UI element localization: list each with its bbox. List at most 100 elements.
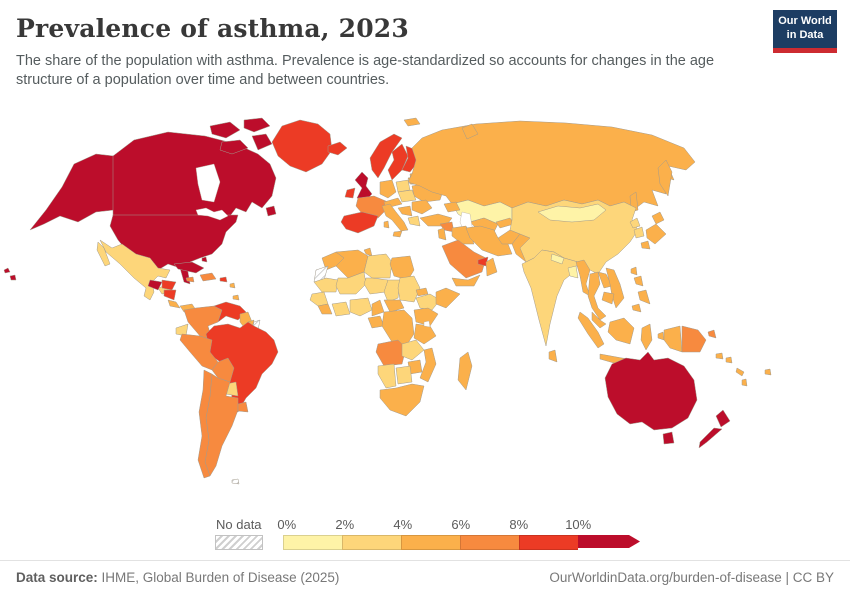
legend-bin-8–10%[interactable] [519,535,578,550]
country-madagascar[interactable] [457,351,473,391]
country-tasmania[interactable] [662,431,675,445]
country-svalbard[interactable] [403,117,421,127]
country-bahamas[interactable] [201,256,208,263]
country-cambodia[interactable] [601,291,615,305]
country-balkans[interactable] [397,205,413,217]
country-mongolia[interactable] [537,203,607,223]
country-czech-hungary[interactable] [397,189,417,203]
country-yemen[interactable] [451,274,481,287]
country-alaska[interactable] [29,153,115,231]
country-vanuatu[interactable] [741,378,748,387]
country-somalia[interactable] [435,287,461,309]
country-new-zealand-south[interactable] [698,427,723,449]
country-sardinia[interactable] [383,220,390,229]
country-canada-arctic-2[interactable] [243,117,271,133]
country-hispaniola[interactable] [199,272,217,282]
country-sierra-leone-liberia[interactable] [317,303,333,315]
country-sudan[interactable] [397,275,421,303]
country-greece[interactable] [407,215,421,227]
country-india[interactable] [521,249,579,347]
country-novaya-zemlya[interactable] [461,123,479,140]
country-canada[interactable] [112,131,277,217]
country-north-korea[interactable] [629,217,641,229]
legend-no-data-swatch[interactable] [215,535,263,550]
country-canada-arctic-4[interactable] [251,133,273,151]
country-sweden[interactable] [387,143,409,181]
country-spain-portugal[interactable] [340,211,379,234]
country-jordan-israel[interactable] [437,227,447,241]
country-iraq[interactable] [451,225,475,245]
country-oman[interactable] [485,257,498,277]
country-jamaica[interactable] [185,276,195,283]
country-sri-lanka[interactable] [548,349,558,363]
country-trinidad[interactable] [232,294,240,301]
country-ivory-coast-ghana[interactable] [331,301,351,317]
country-romania-bulgaria[interactable] [411,199,433,215]
owid-logo[interactable]: Our World in Data [773,10,837,53]
country-iran[interactable] [465,225,513,257]
country-uganda-kenya[interactable] [413,307,439,327]
country-senegal-guinea[interactable] [309,291,329,307]
country-lesser-antilles[interactable] [229,282,236,289]
country-canada-arctic-3[interactable] [219,139,249,155]
country-caucasus[interactable] [443,201,461,213]
country-nicaragua[interactable] [163,289,177,301]
country-iceland[interactable] [327,141,348,156]
country-new-caledonia[interactable] [735,367,745,377]
country-tanzania[interactable] [413,323,437,345]
country-gabon-congo[interactable] [367,315,385,329]
country-falkland-islands[interactable] [231,478,240,485]
country-philippines[interactable] [631,275,651,313]
country-nigeria[interactable] [349,297,373,317]
country-russia-kamchatka[interactable] [657,159,673,197]
country-vietnam[interactable] [605,267,625,309]
country-sicily[interactable] [392,230,403,238]
country-guatemala[interactable] [147,279,163,291]
country-ireland[interactable] [344,187,356,199]
country-mali[interactable] [335,271,367,295]
country-cuba[interactable] [173,261,205,274]
country-newfoundland[interactable] [265,205,277,217]
country-bangladesh[interactable] [567,265,579,279]
country-chile[interactable] [197,369,213,479]
country-puerto-rico[interactable] [219,276,228,283]
country-taiwan[interactable] [630,266,638,276]
country-south-africa[interactable] [379,383,425,417]
country-angola[interactable] [375,339,407,367]
country-cameroon[interactable] [371,299,385,317]
country-italy[interactable] [381,203,409,232]
country-china[interactable] [509,199,639,275]
footer-link[interactable]: OurWorldinData.org/burden-of-disease | C… [549,570,834,585]
legend-bin-4–6%[interactable] [401,535,460,550]
country-germany[interactable] [379,179,397,199]
country-south-korea[interactable] [633,226,645,239]
country-myanmar[interactable] [575,259,591,297]
legend-bin-0–2%[interactable] [283,535,342,550]
country-central-african-republic[interactable] [383,299,405,313]
country-thailand[interactable] [587,271,607,321]
country-russia[interactable] [407,120,696,209]
country-uruguay[interactable] [237,401,249,413]
country-fiji[interactable] [764,368,772,376]
country-greenland[interactable] [271,119,333,173]
country-canada-arctic-1[interactable] [209,121,241,139]
country-turkey[interactable] [419,213,453,227]
country-new-zealand-north[interactable] [715,409,731,428]
country-malaysia[interactable] [591,311,607,329]
legend-bin-10%+[interactable] [578,535,640,548]
country-venezuela[interactable] [213,301,247,323]
legend-bin-6–8%[interactable] [460,535,519,550]
country-australia[interactable] [604,351,698,431]
country-papua-new-guinea[interactable] [681,325,707,353]
country-uae-qatar[interactable] [477,256,489,267]
country-eritrea[interactable] [415,287,429,297]
country-solomon-islands[interactable] [715,352,733,364]
country-nepal[interactable] [550,253,565,265]
country-uk[interactable] [354,171,373,201]
legend-bin-2–4%[interactable] [342,535,401,550]
country-hawaii[interactable] [3,267,17,281]
country-poland[interactable] [395,179,411,193]
country-colombia[interactable] [183,305,223,341]
country-japan[interactable] [640,211,667,250]
country-honduras[interactable] [161,279,177,291]
